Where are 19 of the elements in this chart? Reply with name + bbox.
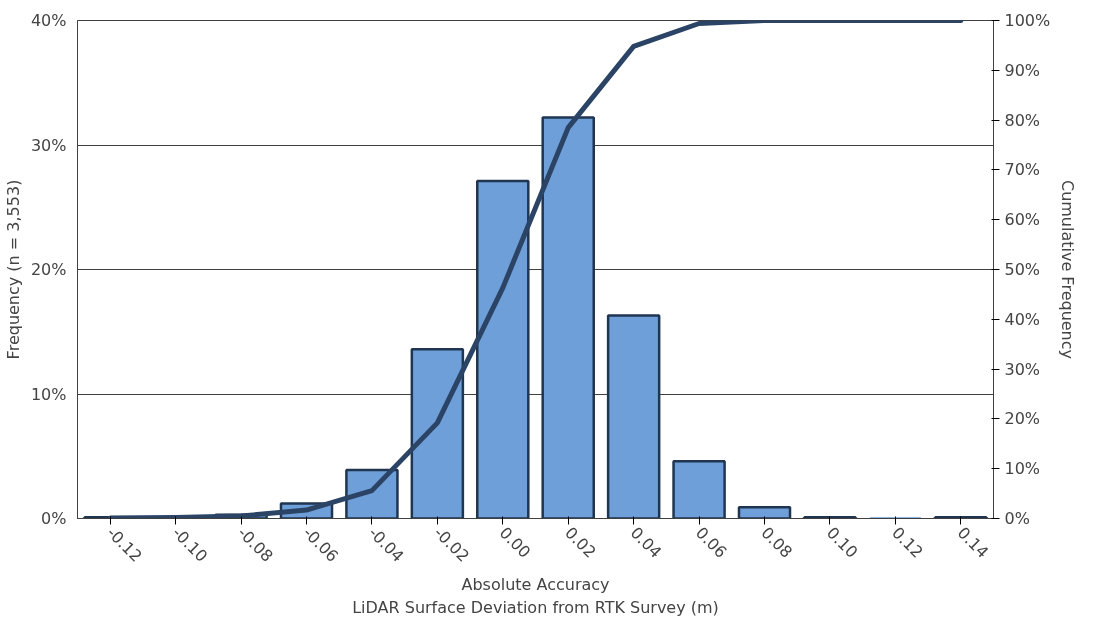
x-axis-title: Absolute Accuracy LiDAR Surface Deviation from RTK Survey (m) bbox=[352, 575, 719, 618]
y2-tick-label: 10% bbox=[1004, 459, 1041, 479]
y-tick-label: 20% bbox=[30, 260, 67, 279]
y2-tick-label: 30% bbox=[1004, 359, 1041, 379]
y-tick-label: 30% bbox=[30, 135, 67, 155]
y2-axis-title: Cumulative Frequency bbox=[1058, 179, 1078, 360]
y2-tick-label: 80% bbox=[1004, 110, 1041, 130]
y2-tick-label: 90% bbox=[1004, 60, 1041, 80]
y2-tick-label: 0% bbox=[1004, 509, 1030, 528]
y2-tick-label: 60% bbox=[1004, 210, 1041, 230]
y2-tick-label: 50% bbox=[1004, 260, 1041, 279]
y-tick-label: 0% bbox=[41, 509, 67, 528]
y-tick-label: 40% bbox=[30, 11, 67, 30]
y2-tick-label: 20% bbox=[1004, 409, 1041, 429]
y-tick-label: 10% bbox=[30, 384, 67, 404]
y-axis-title: Frequency (n = 3,553) bbox=[3, 179, 23, 360]
y2-tick-label: 100% bbox=[1004, 11, 1051, 30]
y2-tick-label: 40% bbox=[1004, 309, 1041, 329]
y2-tick-label: 70% bbox=[1004, 160, 1041, 180]
